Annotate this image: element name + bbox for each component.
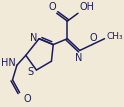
Text: O: O	[48, 2, 56, 12]
Text: S: S	[28, 67, 34, 77]
Text: HN: HN	[1, 58, 16, 68]
Text: OH: OH	[80, 2, 95, 12]
Text: O: O	[23, 94, 31, 105]
Text: N: N	[30, 33, 37, 43]
Text: O: O	[89, 33, 97, 43]
Text: CH₃: CH₃	[106, 32, 123, 41]
Text: N: N	[75, 53, 83, 63]
